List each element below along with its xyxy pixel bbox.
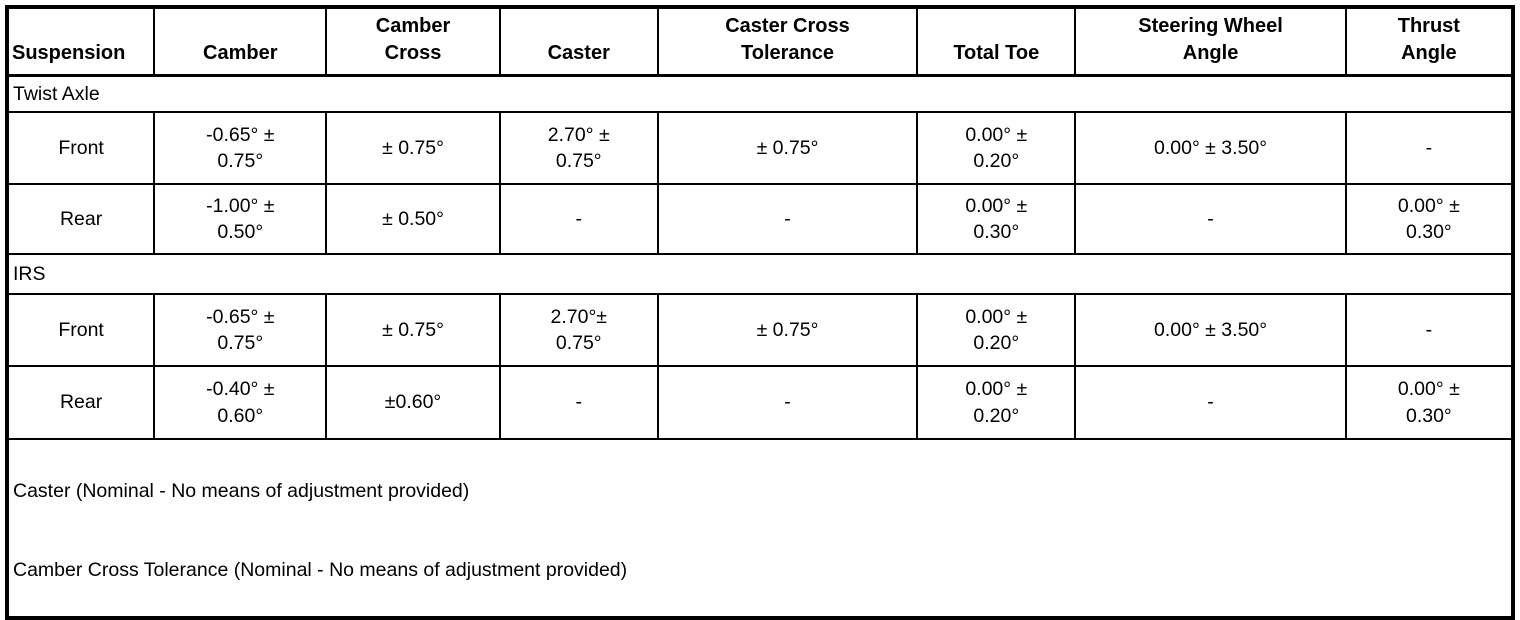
column-header-total-toe: Total Toe: [916, 6, 1077, 77]
cell-steering-wheel-angle: -: [1074, 365, 1347, 440]
cell-caster-cross-tolerance: ± 0.75°: [656, 293, 919, 367]
cell-total-toe: 0.00° ± 0.20°: [916, 293, 1077, 367]
footnote-caster: Caster (Nominal - No means of adjustment…: [13, 480, 470, 503]
cell-thrust-angle: -: [1344, 111, 1515, 185]
cell-caster: -: [498, 183, 659, 255]
section-row-irs: IRS: [6, 253, 1514, 295]
column-header-camber: Camber: [153, 6, 328, 77]
cell-caster-cross-tolerance: -: [656, 183, 919, 255]
cell-steering-wheel-angle: -: [1074, 183, 1347, 255]
cell-camber-cross: ± 0.50°: [325, 183, 501, 255]
cell-camber-cross: ±0.60°: [325, 365, 501, 440]
cell-total-toe: 0.00° ± 0.20°: [916, 365, 1077, 440]
section-label-irs: IRS: [6, 253, 1514, 295]
table-row-irs-front: Front -0.65° ± 0.75° ± 0.75° 2.70°± 0.75…: [5, 293, 1515, 367]
table-row-irs-rear: Rear -0.40° ± 0.60° ±0.60° - - 0.00° ± 0…: [5, 365, 1515, 440]
cell-camber-cross: ± 0.75°: [325, 111, 501, 185]
column-header-caster: Caster: [498, 6, 659, 77]
column-header-suspension: Suspension: [5, 6, 156, 77]
cell-camber: -1.00° ± 0.50°: [153, 183, 328, 255]
cell-total-toe: 0.00° ± 0.20°: [916, 111, 1077, 185]
column-header-camber-cross: Camber Cross: [325, 6, 501, 77]
column-header-steering-wheel-angle: Steering Wheel Angle: [1074, 6, 1347, 77]
cell-caster: 2.70°± 0.75°: [498, 293, 659, 367]
footnote-camber-cross-tolerance: Camber Cross Tolerance (Nominal - No mea…: [13, 558, 628, 581]
cell-caster: 2.70° ± 0.75°: [498, 111, 659, 185]
cell-caster-cross-tolerance: ± 0.75°: [656, 111, 919, 185]
cell-camber: -0.65° ± 0.75°: [153, 111, 328, 185]
cell-steering-wheel-angle: 0.00° ± 3.50°: [1074, 111, 1347, 185]
cell-suspension: Rear: [5, 183, 156, 255]
cell-camber: -0.40° ± 0.60°: [153, 365, 328, 440]
cell-caster: -: [498, 365, 659, 440]
cell-camber: -0.65° ± 0.75°: [153, 293, 328, 367]
cell-caster-cross-tolerance: -: [656, 365, 919, 440]
column-header-thrust-angle: Thrust Angle: [1344, 6, 1515, 77]
footnote-row: Caster (Nominal - No means of adjustment…: [6, 438, 1514, 619]
table-row-twist-axle-front: Front -0.65° ± 0.75° ± 0.75° 2.70° ± 0.7…: [5, 111, 1515, 185]
table-row-twist-axle-rear: Rear -1.00° ± 0.50° ± 0.50° - - 0.00° ± …: [5, 183, 1515, 255]
cell-suspension: Front: [5, 293, 156, 367]
cell-thrust-angle: 0.00° ± 0.30°: [1344, 365, 1515, 440]
column-header-caster-cross-tolerance: Caster Cross Tolerance: [656, 6, 919, 77]
wheel-alignment-spec-table: Suspension Camber Camber Cross Caster Ca…: [5, 5, 1515, 620]
cell-suspension: Rear: [5, 365, 156, 440]
cell-thrust-angle: -: [1344, 293, 1515, 367]
header-row: Suspension Camber Camber Cross Caster Ca…: [5, 6, 1515, 77]
cell-suspension: Front: [5, 111, 156, 185]
cell-thrust-angle: 0.00° ± 0.30°: [1344, 183, 1515, 255]
cell-steering-wheel-angle: 0.00° ± 3.50°: [1074, 293, 1347, 367]
section-row-twist-axle: Twist Axle: [6, 74, 1514, 113]
section-label-twist-axle: Twist Axle: [6, 74, 1514, 113]
cell-camber-cross: ± 0.75°: [325, 293, 501, 367]
cell-total-toe: 0.00° ± 0.30°: [916, 183, 1077, 255]
footnote-cell: Caster (Nominal - No means of adjustment…: [6, 438, 1514, 619]
